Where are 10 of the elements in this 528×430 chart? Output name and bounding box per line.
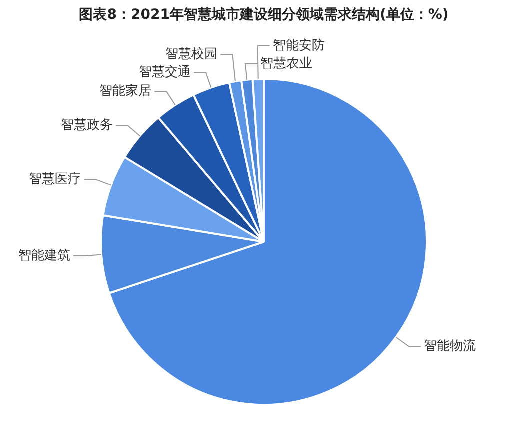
slice-label: 智能家居 bbox=[100, 83, 152, 100]
slice-label: 智慧医疗 bbox=[29, 172, 82, 188]
slice-label: 智慧交通 bbox=[139, 64, 192, 80]
slice-label: 智能建筑 bbox=[18, 248, 71, 264]
slice-label: 智能安防 bbox=[272, 37, 325, 54]
slice-label: 智慧政务 bbox=[60, 118, 113, 134]
slice-label: 智慧校园 bbox=[166, 47, 218, 62]
slice-label: 智能物流 bbox=[424, 338, 476, 354]
slice-label: 智慧农业 bbox=[260, 56, 312, 72]
chart-title: 图表8：2021年智慧城市建设细分领域需求结构(单位：%) bbox=[78, 6, 450, 24]
